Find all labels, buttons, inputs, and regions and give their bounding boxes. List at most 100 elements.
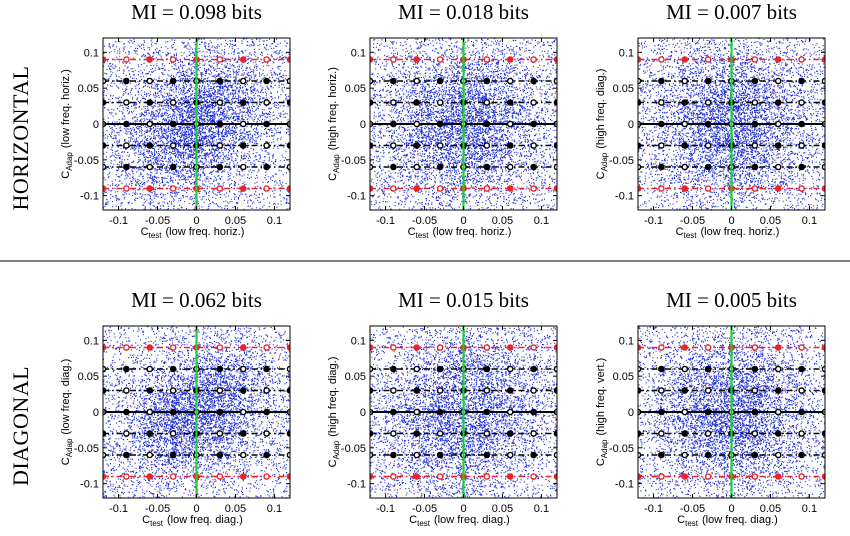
contour-marker (553, 185, 557, 192)
contour-marker (704, 99, 712, 106)
contour-marker (370, 185, 374, 192)
contour-marker (123, 99, 130, 106)
contour-marker (123, 408, 130, 416)
contour-marker (681, 163, 689, 171)
contour-marker (390, 451, 397, 459)
contour-marker (506, 430, 514, 437)
contour-marker (123, 473, 130, 480)
contour-marker (263, 344, 270, 351)
contour-marker (123, 120, 130, 128)
x-tick-label: 0.05 (225, 215, 246, 227)
contour-marker (390, 344, 397, 351)
y-tick-label: 0 (93, 407, 99, 419)
contour-marker (146, 387, 154, 394)
contour-marker (658, 163, 665, 171)
contour-marker (169, 365, 177, 373)
contour-marker (530, 451, 537, 459)
contour-marker (506, 120, 514, 128)
contour-marker (436, 430, 444, 437)
contour-marker (751, 56, 759, 63)
contour-marker (774, 473, 782, 480)
contour-marker (390, 365, 397, 373)
x-tick-label: 0 (193, 215, 199, 227)
contour-marker (123, 365, 130, 373)
contour-marker (390, 430, 397, 437)
contour-marker (390, 142, 397, 149)
contour-marker (681, 185, 689, 192)
contour-marker (553, 451, 557, 459)
contour-marker (413, 99, 421, 106)
contour-marker (553, 473, 557, 480)
x-axis-label: Ctest (low freq. diag.) (142, 514, 243, 528)
contour-marker (774, 365, 782, 373)
contour-marker (413, 408, 421, 416)
x-tick-label: -0.1 (376, 215, 395, 227)
contour-marker (263, 142, 270, 149)
contour-marker (658, 408, 665, 416)
contour-marker (123, 163, 130, 171)
x-tick-label: 0.05 (225, 503, 246, 515)
contour-marker (390, 56, 397, 63)
contour-marker (390, 185, 397, 192)
contour-marker (169, 99, 177, 106)
panel-4: -0.1 -0.05 0 0.05 0.1 0.1 0.05 0 -0.05 -0.1 MI = 0… (327, 288, 558, 528)
x-tick-label: 0.1 (534, 215, 549, 227)
contour-marker (123, 344, 130, 351)
contour-marker (370, 451, 374, 459)
contour-marker (216, 387, 224, 394)
contour-marker (506, 365, 514, 373)
contour-marker (751, 408, 759, 416)
contour-marker (530, 430, 537, 437)
contour-marker (751, 344, 759, 351)
contour-marker (146, 473, 154, 480)
contour-marker (436, 120, 444, 128)
contour-marker (413, 77, 421, 85)
contour-marker (704, 344, 712, 351)
y-tick-label: 0 (628, 119, 634, 131)
x-axis-label: Ctest (low freq. diag.) (409, 514, 510, 528)
contour-marker (704, 408, 712, 416)
contour-marker (751, 365, 759, 373)
contour-marker (239, 99, 247, 106)
contour-marker (239, 142, 247, 149)
panel-1: -0.1 -0.05 0 0.05 0.1 0.1 0.05 0 -0.05 -0.1 MI = 0… (327, 0, 558, 240)
contour-marker (390, 473, 397, 480)
contour-marker (553, 56, 557, 63)
contour-marker (263, 408, 270, 416)
contour-marker (146, 163, 154, 171)
contour-marker (774, 185, 782, 192)
contour-marker (370, 387, 374, 394)
contour-marker (239, 387, 247, 394)
contour-marker (704, 142, 712, 149)
contour-marker (774, 387, 782, 394)
contour-marker (658, 142, 665, 149)
contour-marker (483, 408, 491, 416)
x-tick-label: 0.1 (267, 503, 282, 515)
y-tick-label: -0.1 (80, 479, 99, 491)
contour-marker (263, 77, 270, 85)
x-tick-label: -0.05 (680, 215, 705, 227)
contour-marker (263, 99, 270, 106)
contour-marker (216, 344, 224, 351)
y-tick-label: 0.1 (351, 335, 366, 347)
contour-marker (530, 99, 537, 106)
contour-marker (704, 365, 712, 373)
contour-marker (798, 120, 805, 128)
contour-marker (704, 120, 712, 128)
contour-marker (506, 344, 514, 351)
contour-marker (658, 120, 665, 128)
contour-marker (798, 430, 805, 437)
contour-marker (553, 387, 557, 394)
contour-marker (483, 451, 491, 459)
contour-marker (370, 77, 374, 85)
contour-marker (370, 142, 374, 149)
contour-marker (436, 56, 444, 63)
contour-marker (506, 185, 514, 192)
contour-marker (530, 120, 537, 128)
panel-title: MI = 0.018 bits (398, 0, 529, 24)
contour-marker (436, 163, 444, 171)
y-tick-label: 0.1 (84, 335, 99, 347)
contour-marker (553, 365, 557, 373)
y-tick-label: 0.1 (351, 47, 366, 59)
contour-marker (390, 77, 397, 85)
